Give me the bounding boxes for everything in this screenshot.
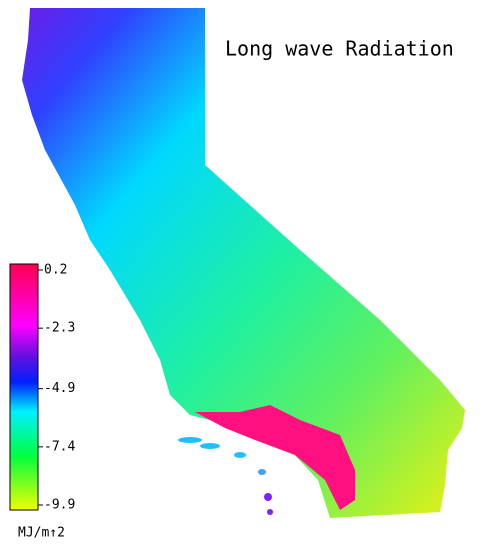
california	[22, 8, 465, 518]
map-title: Long wave Radiation	[225, 37, 454, 61]
colorbar	[9, 263, 39, 511]
colorbar-tick-label: -2.3	[44, 321, 75, 336]
colorbar-tick-label: -4.9	[44, 381, 75, 396]
colorbar-tick-label: -9.9	[44, 498, 75, 513]
colorbar-tick-label: -7.4	[44, 439, 75, 454]
colorbar-unit: MJ/m↑2	[18, 526, 65, 541]
colorbar-ticks: 0.2 -2.3 -4.9 -7.4 -9.9	[38, 263, 75, 513]
colorbar-tick-label: 0.2	[44, 263, 67, 278]
